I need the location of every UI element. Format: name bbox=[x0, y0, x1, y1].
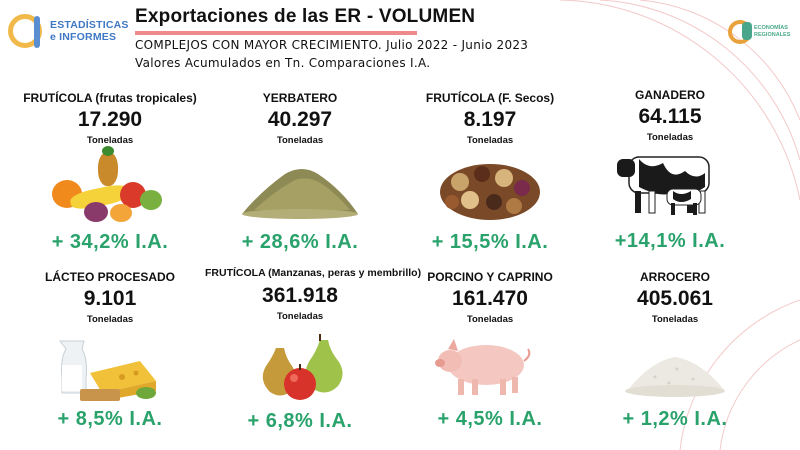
card-fruticola-secos: FRUTÍCOLA (F. Secos) 8.197 Toneladas + 1… bbox=[395, 91, 585, 253]
card-unit: Toneladas bbox=[276, 135, 324, 146]
card-growth: + 28,6% I.A. bbox=[241, 231, 359, 253]
card-growth: + 1,2% I.A. bbox=[622, 408, 728, 430]
tropical-fruits-icon bbox=[50, 146, 170, 224]
card-value: 8.197 bbox=[463, 108, 517, 131]
page-title: Exportaciones de las ER - VOLUMEN bbox=[135, 6, 476, 27]
ei-logo-icon bbox=[6, 12, 50, 56]
rice-icon bbox=[615, 331, 735, 403]
card-growth: + 8,5% I.A. bbox=[57, 408, 163, 430]
card-unit: Toneladas bbox=[646, 132, 694, 143]
card-unit: Toneladas bbox=[86, 314, 134, 325]
card-unit: Toneladas bbox=[651, 314, 699, 325]
card-growth: + 4,5% I.A. bbox=[437, 408, 543, 430]
card-value: 405.061 bbox=[637, 287, 713, 310]
apple-pear-icon bbox=[240, 330, 360, 402]
card-growth: + 15,5% I.A. bbox=[431, 231, 549, 253]
yerba-mate-icon bbox=[240, 152, 360, 224]
card-value: 17.290 bbox=[77, 108, 143, 131]
logo-line-2: e INFORMES bbox=[50, 31, 117, 43]
card-arrocero: ARROCERO 405.061 Toneladas + 1,2% I.A. bbox=[580, 270, 770, 430]
card-value: 64.115 bbox=[638, 105, 702, 128]
card-unit: Toneladas bbox=[276, 311, 324, 322]
card-fruticola-manzanas: FRUTÍCOLA (Manzanas, peras y membrillo) … bbox=[205, 267, 422, 432]
card-name: FRUTÍCOLA (frutas tropicales) bbox=[23, 91, 197, 105]
card-name: FRUTÍCOLA (Manzanas, peras y membrillo) bbox=[205, 267, 422, 279]
card-growth: + 6,8% I.A. bbox=[247, 410, 353, 432]
card-name: ARROCERO bbox=[639, 270, 710, 284]
card-name: FRUTÍCOLA (F. Secos) bbox=[425, 91, 555, 105]
economias-regionales-logo: ECONOMÍAS REGIONALES bbox=[728, 20, 798, 46]
dairy-icon bbox=[50, 331, 170, 403]
card-lacteo-procesado: LÁCTEO PROCESADO 9.101 Toneladas + 8,5% … bbox=[15, 270, 205, 430]
card-fruticola-tropicales: FRUTÍCOLA (frutas tropicales) 17.290 Ton… bbox=[15, 91, 205, 253]
card-value: 361.918 bbox=[262, 284, 338, 307]
dried-fruits-icon bbox=[430, 152, 550, 224]
card-name: LÁCTEO PROCESADO bbox=[44, 270, 175, 284]
estadisticas-logo: ESTADÍSTICAS e INFORMES bbox=[6, 10, 146, 60]
card-name: GANADERO bbox=[634, 88, 705, 102]
subtitle-period: COMPLEJOS CON MAYOR CRECIMIENTO. Julio 2… bbox=[135, 38, 529, 52]
card-ganadero: GANADERO 64.115 Toneladas +14,1% I.A. bbox=[575, 88, 765, 252]
card-unit: Toneladas bbox=[466, 135, 514, 146]
card-unit: Toneladas bbox=[86, 135, 134, 146]
card-value: 40.297 bbox=[267, 108, 333, 131]
card-value: 161.470 bbox=[452, 287, 528, 310]
card-growth: +14,1% I.A. bbox=[614, 230, 726, 252]
title-underline bbox=[135, 31, 417, 35]
logo-right-line-1: ECONOMÍAS bbox=[754, 25, 788, 31]
card-unit: Toneladas bbox=[466, 314, 514, 325]
subtitle-values: Valores Acumulados en Tn. Comparaciones … bbox=[135, 56, 431, 70]
pig-icon bbox=[430, 331, 550, 403]
logo-line-1: ESTADÍSTICAS bbox=[50, 19, 129, 31]
card-porcino-caprino: PORCINO Y CAPRINO 161.470 Toneladas + 4,… bbox=[395, 270, 585, 430]
card-value: 9.101 bbox=[83, 287, 137, 310]
cow-icon bbox=[615, 149, 725, 221]
logo-right-line-2: REGIONALES bbox=[754, 32, 791, 38]
card-name: YERBATERO bbox=[262, 91, 338, 105]
card-yerbatero: YERBATERO 40.297 Toneladas + 28,6% I.A. bbox=[205, 91, 395, 253]
card-growth: + 34,2% I.A. bbox=[51, 231, 169, 253]
card-name: PORCINO Y CAPRINO bbox=[427, 270, 553, 284]
